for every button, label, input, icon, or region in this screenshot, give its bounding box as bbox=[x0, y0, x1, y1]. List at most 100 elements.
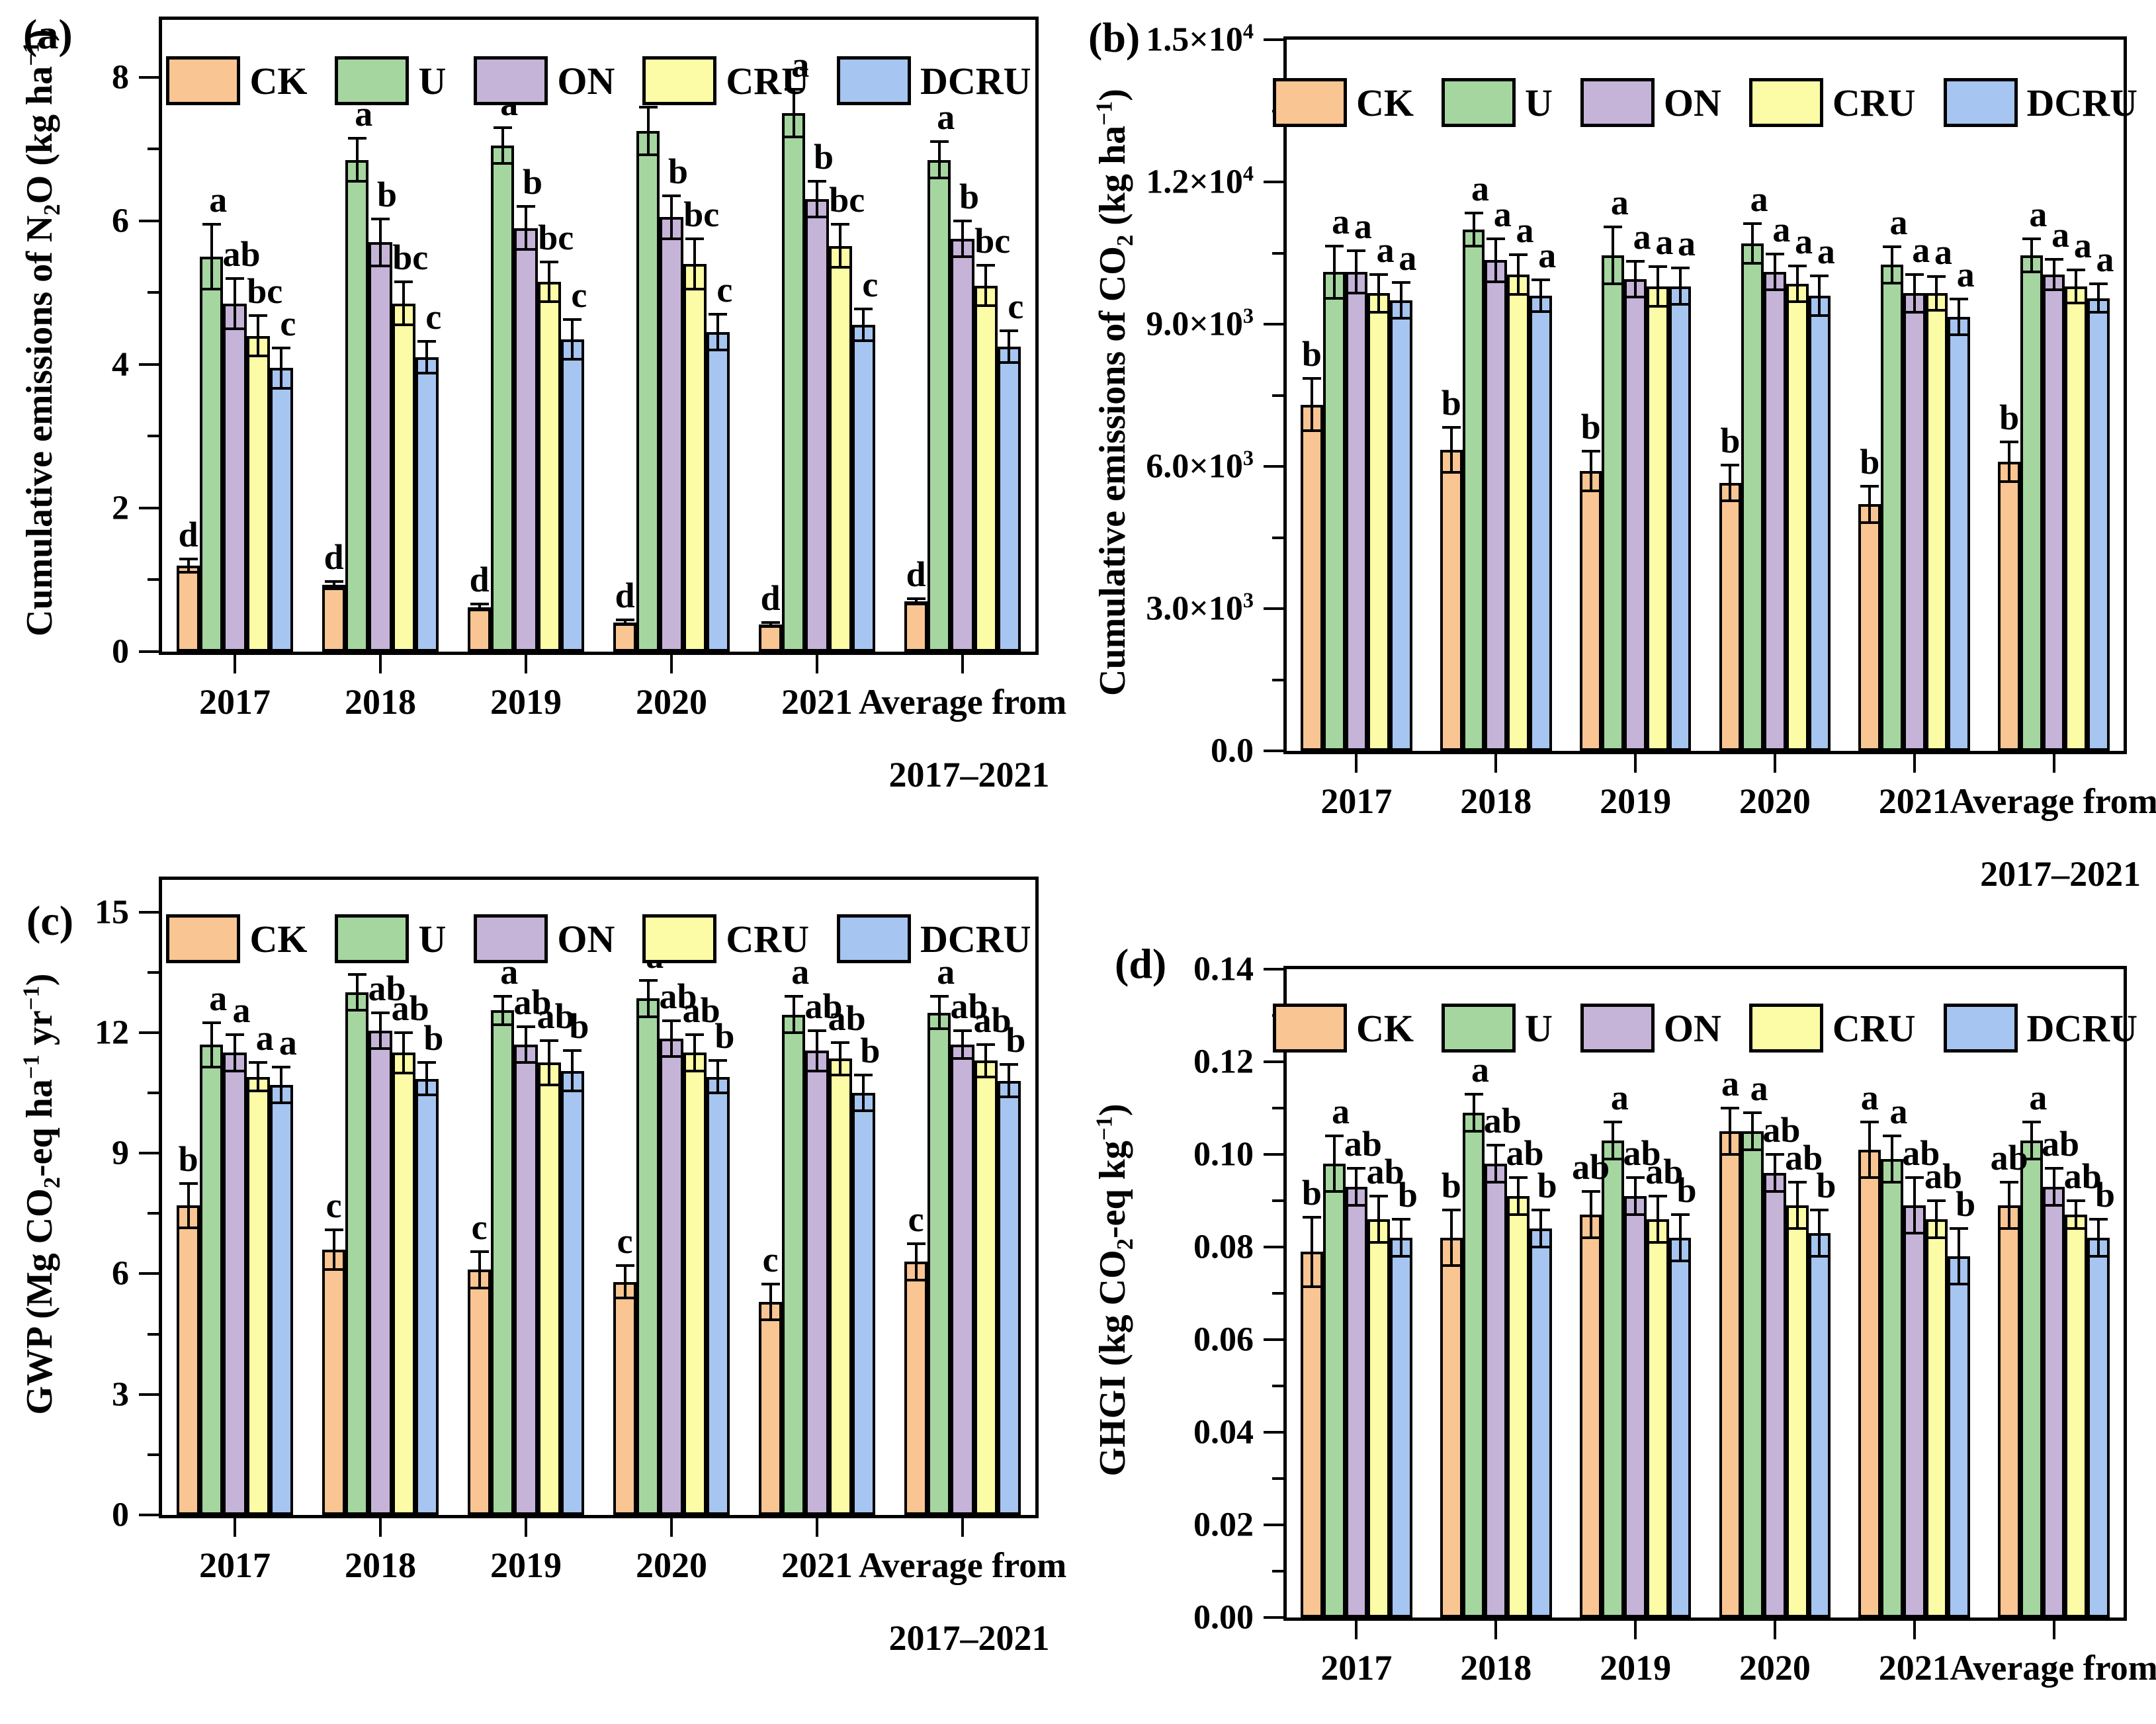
legend: CK U ON CRU DCRU bbox=[1272, 78, 2137, 127]
error-bar-cap-bottom bbox=[2067, 301, 2086, 304]
legend: CK U ON CRU DCRU bbox=[162, 56, 1035, 105]
bar bbox=[322, 1250, 346, 1515]
x-axis-tick bbox=[379, 1518, 382, 1537]
error-bar-cap-bottom bbox=[1464, 1130, 1483, 1133]
bar bbox=[269, 368, 293, 652]
error-bar bbox=[670, 195, 673, 239]
sig-letter: a bbox=[1772, 209, 1791, 249]
panel-co2-emissions: (b) Cumulative emissions of CO2 (kg ha−1)… bbox=[1078, 0, 2156, 894]
bar bbox=[1808, 296, 1831, 751]
error-bar-cap-bottom bbox=[563, 1089, 582, 1092]
error-bar-cap-bottom bbox=[1670, 302, 1690, 306]
error-bar bbox=[478, 604, 481, 611]
sig-letter: b bbox=[714, 1016, 735, 1056]
error-bar-cap-bottom bbox=[1347, 292, 1366, 295]
panel-tag: (d) bbox=[1115, 940, 1167, 987]
error-bar-cap-top bbox=[517, 1025, 535, 1028]
y-axis-minor-tick bbox=[1272, 1199, 1283, 1202]
error-bar bbox=[792, 996, 795, 1033]
error-bar-cap-bottom bbox=[976, 1075, 996, 1078]
error-bar-cap-bottom bbox=[226, 327, 244, 330]
sig-letter: a bbox=[279, 1022, 297, 1062]
panel-gwp: (c) GWP (Mg CO2-eq ha−1 yr−1) 0 3 6 9 12 15 CK U O… bbox=[0, 860, 1078, 1724]
sig-letter: ab bbox=[1990, 1138, 2028, 1178]
error-bar-cap-top bbox=[2067, 268, 2086, 271]
y-axis-label: Cumulative emissions of N2O (kg ha−1) bbox=[18, 28, 65, 636]
error-bar bbox=[716, 1060, 720, 1093]
y-axis-minor-tick bbox=[148, 1092, 159, 1095]
error-bar-cap-top bbox=[394, 280, 413, 284]
sig-letter: c bbox=[762, 1239, 779, 1279]
sig-letter: a bbox=[1516, 210, 1534, 250]
error-bar bbox=[1516, 1178, 1520, 1215]
x-tick-label: 2021 bbox=[781, 682, 853, 722]
x-axis-tick bbox=[1634, 754, 1637, 773]
error-bar bbox=[769, 1283, 772, 1320]
error-bar-cap-top bbox=[249, 314, 268, 318]
y-tick-label: 12 bbox=[95, 1013, 129, 1052]
error-bar bbox=[210, 1022, 213, 1067]
error-bar-cap-bottom bbox=[1950, 1283, 1969, 1285]
error-bar-cap-bottom bbox=[1810, 314, 1829, 318]
panel-ghgi: (d) GHGI (kg CO2-eq kg−1) 0.00 0.02 0.04 0.06… bbox=[1078, 860, 2156, 1724]
error-bar bbox=[2075, 269, 2078, 303]
error-bar-cap-top bbox=[226, 1033, 244, 1036]
error-bar-cap-top bbox=[347, 972, 367, 976]
error-bar-cap-bottom bbox=[1391, 317, 1410, 320]
error-bar-cap-top bbox=[2022, 1121, 2041, 1123]
bar bbox=[1485, 260, 1508, 751]
x-tick-label: Average from bbox=[1950, 1648, 2156, 1688]
bar bbox=[1786, 284, 1809, 751]
bar bbox=[1948, 317, 1971, 751]
legend-swatch-ck bbox=[1272, 78, 1347, 127]
sig-letter: c bbox=[1008, 286, 1024, 326]
legend-item-cru: CRU bbox=[1748, 78, 1916, 127]
bar bbox=[904, 1262, 928, 1515]
error-bar-cap-bottom bbox=[1508, 1213, 1528, 1216]
error-bar-cap-bottom bbox=[272, 386, 291, 390]
error-bar bbox=[1612, 1122, 1615, 1159]
sig-letter: a bbox=[1655, 222, 1674, 262]
bar bbox=[491, 1010, 515, 1515]
y-axis-major-tick bbox=[139, 363, 159, 366]
y-axis-minor-tick bbox=[148, 578, 159, 582]
sig-letter: a bbox=[1750, 179, 1768, 220]
error-bar-cap-top bbox=[1581, 450, 1600, 453]
error-bar-cap-bottom bbox=[1347, 1204, 1366, 1207]
y-tick-label: 6 bbox=[112, 1254, 129, 1293]
error-bar-cap-bottom bbox=[953, 255, 972, 259]
error-bar-cap-top bbox=[324, 580, 343, 583]
sig-letter: ab bbox=[513, 982, 552, 1022]
error-bar-cap-top bbox=[1604, 1121, 1623, 1123]
panel-n2o-emissions: (a) Cumulative emissions of N2O (kg ha−1)… bbox=[0, 0, 1078, 860]
x-axis-tick bbox=[1494, 754, 1498, 773]
x-axis-tick bbox=[961, 655, 964, 673]
error-bar-cap-top bbox=[638, 106, 658, 109]
error-bar-cap-top bbox=[1927, 1199, 1946, 1202]
error-bar-cap-bottom bbox=[1000, 361, 1019, 364]
error-bar bbox=[2097, 1219, 2100, 1256]
error-bar-cap-bottom bbox=[1581, 490, 1600, 493]
x-tick-label: 2017 bbox=[1320, 781, 1393, 821]
error-bar bbox=[1472, 212, 1475, 246]
error-bar-cap-bottom bbox=[662, 237, 681, 240]
bar bbox=[1808, 1233, 1831, 1617]
sig-letter: a bbox=[1471, 1050, 1490, 1090]
x-tick-label: 2021 bbox=[1878, 781, 1950, 821]
bar bbox=[223, 1053, 247, 1515]
error-bar-cap-top bbox=[709, 1059, 728, 1062]
bar bbox=[1322, 272, 1346, 751]
sig-letter: b bbox=[1860, 442, 1880, 482]
error-bar bbox=[646, 980, 650, 1017]
error-bar bbox=[1818, 1210, 1821, 1256]
legend-item-dcru: DCRU bbox=[837, 914, 1031, 963]
sig-letter: a bbox=[1332, 1092, 1350, 1131]
legend-label: DCRU bbox=[920, 917, 1031, 961]
y-tick-label: 0.06 bbox=[1193, 1320, 1254, 1359]
legend: CK U ON CRU DCRU bbox=[1272, 1004, 2137, 1053]
error-bar-cap-bottom bbox=[1860, 521, 1879, 524]
y-tick-label: 0.10 bbox=[1193, 1135, 1254, 1174]
y-axis-major-tick bbox=[1264, 1338, 1283, 1341]
error-bar-cap-top bbox=[394, 1031, 413, 1034]
y-tick-label: 15 bbox=[95, 893, 129, 931]
